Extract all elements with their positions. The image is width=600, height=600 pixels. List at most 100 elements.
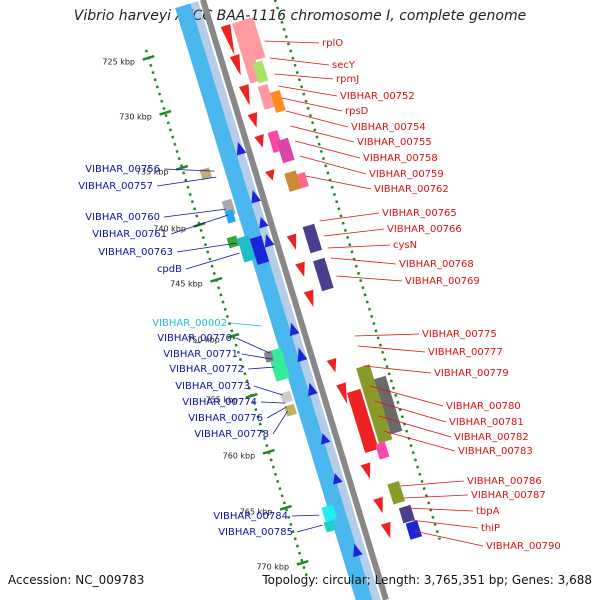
left-gene-label: VIBHAR_00774 [182, 397, 257, 408]
left-gene-label: VIBHAR_00778 [194, 429, 269, 440]
leader-line [260, 401, 286, 404]
gene-arrow [247, 112, 258, 128]
ruler-tick [279, 504, 292, 511]
gene-block [284, 170, 302, 192]
right-gene-label: rpmJ [336, 74, 359, 85]
gene-block-reverse [321, 504, 338, 522]
leader-line [163, 208, 227, 218]
leader-line [357, 345, 426, 353]
gene-block [296, 171, 309, 189]
ruler-tick-label: 745 kbp [170, 279, 203, 288]
right-gene-label: cysN [393, 240, 417, 251]
gene-arrow-reverse [333, 473, 343, 485]
gene-block-reverse [226, 235, 240, 249]
leader-line [414, 530, 484, 547]
gene-arrow-reverse [259, 217, 269, 229]
leader-line [378, 415, 452, 438]
left-gene-label: VIBHAR_00771 [163, 349, 238, 360]
left-gene-label: VIBHAR_00757 [78, 181, 153, 192]
right-gene-label: VIBHAR_00758 [363, 153, 438, 164]
gene-arrow-reverse [236, 142, 247, 156]
gene-arrow [380, 521, 391, 539]
left-gene-label: cpdB [157, 264, 182, 275]
leader-line [327, 244, 391, 249]
leader-line [241, 353, 272, 360]
gene-arrow-reverse [289, 322, 300, 337]
right-gene-label: VIBHAR_00768 [399, 259, 474, 270]
gene-block [346, 388, 379, 453]
leader-line [278, 85, 338, 97]
leader-line [363, 365, 432, 374]
right-gene-label: rpsD [345, 106, 369, 117]
right-gene-label: VIBHAR_00786 [467, 476, 542, 487]
left-gene-label: VIBHAR_00761 [92, 229, 167, 240]
leader-line [269, 57, 330, 66]
gene-block-reverse [284, 403, 297, 417]
left-gene-label: VIBHAR_00760 [85, 212, 160, 223]
right-gene-label: VIBHAR_00765 [382, 208, 457, 219]
left-gene-label: VIBHAR_00785 [218, 527, 293, 538]
leader-line [296, 524, 323, 533]
gene-arrow [373, 496, 383, 514]
gene-block [356, 364, 393, 444]
leader-line [176, 242, 237, 253]
ruler-line [144, 49, 309, 581]
ruler-tick [296, 559, 309, 566]
left-gene-label: VIBHAR_00002 [152, 318, 227, 329]
leader-line [247, 366, 275, 370]
ruler-tick [227, 332, 240, 339]
right-gene-label: VIBHAR_00762 [374, 184, 449, 195]
right-gene-label: tbpA [476, 506, 500, 517]
gene-block [270, 89, 286, 113]
gene-block [387, 480, 405, 505]
left-gene-label: VIBHAR_00776 [188, 413, 263, 424]
gene-arrow-reverse [297, 347, 308, 363]
right-labels: rplO secY rpmJ VIBHAR_00752 rpsD VIBHAR_00754… [322, 38, 561, 552]
gene-arrow [229, 54, 241, 76]
right-gene-label: secY [332, 60, 356, 71]
leader-line [266, 406, 287, 419]
leader-line [253, 385, 283, 396]
leader-line [369, 385, 444, 407]
ruler-tick [175, 164, 189, 171]
leader-line [407, 507, 474, 512]
ruler [142, 0, 441, 581]
right-gene-label: VIBHAR_00752 [340, 91, 415, 102]
leader-line [274, 73, 334, 80]
right-gene-label: VIBHAR_00783 [458, 446, 533, 457]
gene-arrow [220, 24, 235, 56]
gene-arrow-reverse [320, 433, 331, 445]
gene-block-reverse [237, 235, 256, 263]
gene-arrow [336, 382, 348, 404]
gene-block-reverse [249, 235, 270, 266]
leader-line [305, 175, 372, 190]
ruler-tick-label: 735 kbp [136, 167, 169, 176]
gene-arrow-reverse [353, 543, 363, 558]
right-gene-label: VIBHAR_00781 [449, 417, 524, 428]
gene-block-reverse [263, 350, 275, 363]
leader-line [170, 214, 228, 235]
gene-arrow-reverse [308, 382, 318, 397]
leader-line [330, 257, 397, 265]
left-gene-label: VIBHAR_00784 [213, 511, 288, 522]
gene-block-reverse [267, 347, 290, 382]
right-gene-label: VIBHAR_00755 [357, 137, 432, 148]
leader-line [264, 40, 320, 44]
ruler-tick-label: 730 kbp [119, 112, 152, 121]
gene-block [257, 83, 275, 110]
leader-line [324, 228, 385, 237]
leader-lines [156, 40, 484, 547]
ruler-tick-label: 770 kbp [256, 562, 289, 571]
leader-line [400, 480, 465, 487]
leader-line [281, 97, 343, 112]
accession-text: Accession: NC_009783 [8, 573, 145, 587]
ruler-tick [159, 109, 172, 116]
leader-line [299, 155, 367, 175]
left-labels: VIBHAR_00756 VIBHAR_00757 VIBHAR_00760 VIBH… [78, 164, 293, 538]
left-gene-label: VIBHAR_00770 [157, 333, 232, 344]
right-gene-label: VIBHAR_00782 [454, 432, 529, 443]
ruler-tick [210, 276, 223, 283]
gene-arrow [360, 462, 371, 479]
gene-block [243, 17, 266, 61]
leader-line [163, 168, 215, 172]
